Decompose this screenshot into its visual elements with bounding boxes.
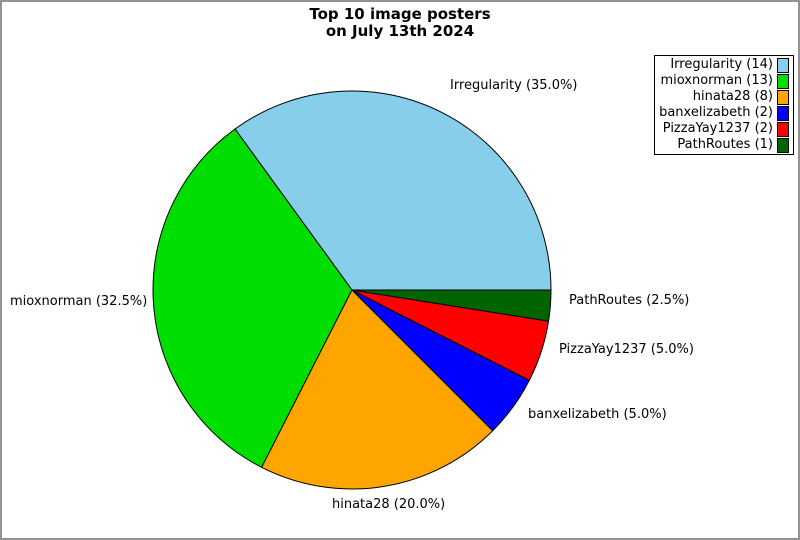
pie-slice-hinata28	[260, 289, 494, 490]
slice-label-banxelizabeth: banxelizabeth (5.0%)	[528, 407, 667, 422]
legend-label-hinata28: hinata28 (8)	[692, 89, 773, 104]
legend-item-mioxnorman: mioxnorman (13)	[657, 73, 789, 89]
legend-label-pathroutes: PathRoutes (1)	[677, 137, 773, 152]
pie-slice-mioxnorman	[152, 128, 353, 468]
legend-swatch-banxelizabeth	[777, 105, 789, 121]
legend-swatch-pizzayay1237	[777, 121, 789, 137]
legend-label-irregularity: Irregularity (14)	[670, 57, 773, 72]
legend-swatch-hinata28	[777, 89, 789, 105]
slice-label-pathroutes: PathRoutes (2.5%)	[569, 293, 690, 308]
legend-label-pizzayay1237: PizzaYay1237 (2)	[662, 121, 773, 136]
legend-swatch-irregularity	[777, 57, 789, 73]
slice-label-hinata28: hinata28 (20.0%)	[332, 497, 446, 512]
legend: Irregularity (14) mioxnorman (13) hinata…	[654, 55, 794, 155]
pie-slice-irregularity	[234, 90, 552, 291]
legend-item-pizzayay1237: PizzaYay1237 (2)	[657, 121, 789, 137]
legend-label-mioxnorman: mioxnorman (13)	[660, 73, 773, 88]
legend-label-banxelizabeth: banxelizabeth (2)	[659, 105, 773, 120]
slice-label-pizzayay1237: PizzaYay1237 (5.0%)	[559, 342, 694, 357]
legend-swatch-pathroutes	[777, 137, 789, 153]
slice-label-mioxnorman: mioxnorman (32.5%)	[10, 294, 148, 309]
slice-label-irregularity: Irregularity (35.0%)	[450, 78, 578, 93]
chart-title-line2: on July 13th 2024	[325, 22, 475, 40]
legend-item-irregularity: Irregularity (14)	[657, 57, 789, 73]
chart-title: Top 10 image posters on July 13th 2024	[2, 6, 798, 40]
chart-title-line1: Top 10 image posters	[309, 5, 491, 23]
legend-item-banxelizabeth: banxelizabeth (2)	[657, 105, 789, 121]
legend-swatch-mioxnorman	[777, 73, 789, 89]
pie-slice-pathroutes	[351, 289, 552, 322]
legend-item-pathroutes: PathRoutes (1)	[657, 137, 789, 153]
legend-item-hinata28: hinata28 (8)	[657, 89, 789, 105]
